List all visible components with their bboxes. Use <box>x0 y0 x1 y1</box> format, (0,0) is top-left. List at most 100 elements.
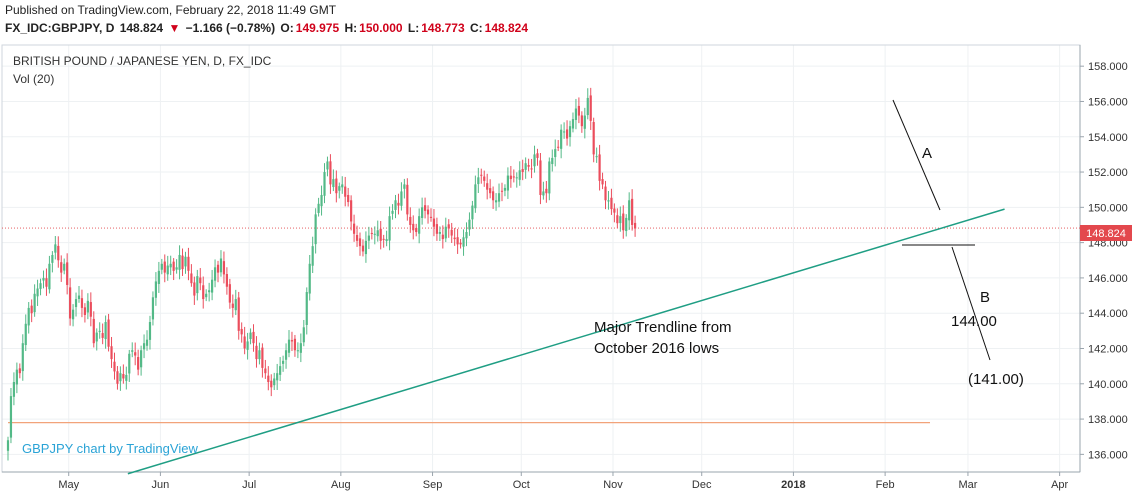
candle <box>631 189 634 231</box>
candle-body <box>18 368 21 374</box>
trendline-label-1: Major Trendline from <box>594 319 732 336</box>
candle <box>539 152 542 205</box>
candle-body <box>276 373 279 381</box>
candle <box>533 145 536 173</box>
candle <box>92 311 95 348</box>
candle-body <box>358 238 362 247</box>
candle <box>474 175 477 213</box>
candle <box>622 205 625 239</box>
published-line: Published on TradingView.com, February 2… <box>5 3 337 17</box>
candle <box>530 158 533 179</box>
candle <box>373 226 376 245</box>
candle-body <box>506 175 510 191</box>
candle <box>86 293 89 320</box>
candle <box>542 181 545 200</box>
candle-body <box>166 265 169 275</box>
line-b[interactable] <box>951 246 991 361</box>
candle-body <box>592 122 595 155</box>
candle <box>447 219 450 238</box>
candle <box>565 120 569 146</box>
time-tick-label: 2018 <box>781 479 805 491</box>
candle <box>347 187 350 207</box>
line-a[interactable] <box>892 99 941 211</box>
candle-body <box>465 232 468 239</box>
candle-body <box>308 263 311 294</box>
candle-body <box>453 237 456 240</box>
candle-body <box>568 126 572 138</box>
candle-body <box>480 174 483 176</box>
candle <box>506 167 510 199</box>
candle-body <box>252 331 255 344</box>
candle <box>160 258 163 275</box>
candle <box>205 289 208 302</box>
candle <box>134 342 137 366</box>
candle-body <box>128 353 131 374</box>
candle <box>370 228 373 240</box>
candle <box>524 157 527 179</box>
candle <box>388 206 391 251</box>
candle <box>74 292 78 317</box>
down-arrow-icon: ▼ <box>168 21 181 35</box>
candle <box>281 355 285 372</box>
candle <box>509 165 512 188</box>
annotation-drawings[interactable] <box>892 99 991 361</box>
candle <box>450 222 453 244</box>
candle <box>335 170 338 203</box>
candle <box>287 330 291 358</box>
candle <box>352 214 356 242</box>
candle <box>196 269 199 301</box>
price-tick-label: 146.000 <box>1088 273 1128 285</box>
candle-body <box>406 184 409 215</box>
candle-body <box>175 267 178 270</box>
candle-body <box>113 361 116 372</box>
close-value: 148.824 <box>484 21 529 35</box>
candle <box>332 169 335 192</box>
candle <box>231 294 234 318</box>
candle <box>213 259 217 288</box>
candle-body <box>284 350 288 360</box>
candle-body <box>589 95 592 121</box>
candle-body <box>137 357 140 370</box>
candle <box>598 144 601 191</box>
candle-body <box>101 333 104 338</box>
candle <box>190 264 193 287</box>
candle <box>397 193 400 215</box>
candle <box>500 182 504 202</box>
time-tick-label: Oct <box>513 479 530 491</box>
candle <box>574 98 578 130</box>
candle <box>113 352 116 380</box>
candle-body <box>500 190 504 192</box>
major-trendline[interactable] <box>127 208 1005 475</box>
candle-body <box>163 261 166 273</box>
trendline-line[interactable] <box>127 208 1005 475</box>
time-axis[interactable]: May Jun Jul Aug Sep Oct Nov Dec 2018 Feb Mar Apr <box>58 472 1069 491</box>
price-axis[interactable]: 136.000 138.000 140.000 142.000 144.000 146.0… <box>1080 61 1128 461</box>
candle-body <box>190 273 193 284</box>
candle <box>71 304 75 327</box>
candle-body <box>74 299 78 308</box>
candle-body <box>110 346 113 360</box>
candle-body <box>474 184 477 209</box>
candle <box>151 291 155 326</box>
candle <box>379 220 382 250</box>
candle-body <box>39 283 42 289</box>
candle-body <box>273 378 276 386</box>
candle <box>193 276 196 305</box>
candle-body <box>350 200 353 222</box>
candle-body <box>30 305 33 314</box>
symbol-label[interactable]: FX_IDC:GBPJPY, D <box>5 21 115 35</box>
candle-body <box>225 274 228 287</box>
candle <box>131 342 134 358</box>
time-tick-label: Apr <box>1051 479 1068 491</box>
candle <box>110 336 113 368</box>
candle <box>477 167 480 193</box>
candle <box>119 366 122 391</box>
candle-body <box>563 131 566 133</box>
candle-body <box>432 218 436 227</box>
candle-body <box>527 165 530 167</box>
candle-body <box>367 235 370 241</box>
candle <box>154 272 157 306</box>
price-tick-label: 154.000 <box>1088 132 1128 144</box>
candle-body <box>320 194 323 207</box>
